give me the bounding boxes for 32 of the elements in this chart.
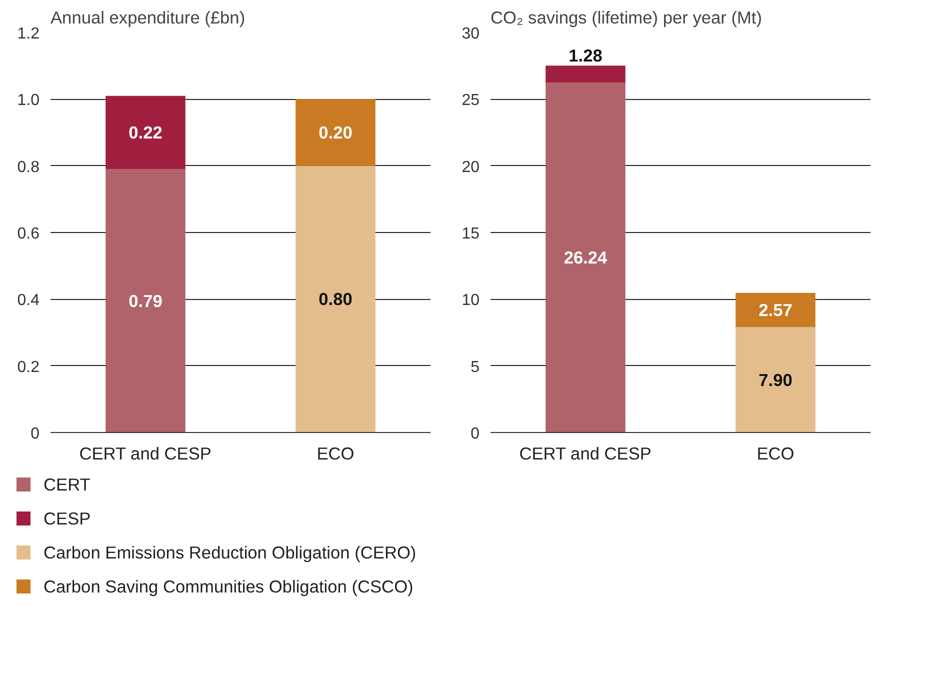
legend-label: Carbon Saving Communities Obligation (CSCO) [44, 576, 414, 596]
data-label: 0.79 [128, 290, 162, 311]
y-axis-title: CO₂ savings (lifetime) per year (Mt) [490, 8, 762, 28]
y-tick-label: 0.4 [17, 292, 40, 310]
y-tick-label: 10 [462, 292, 480, 310]
y-tick-label: 0.6 [17, 226, 40, 242]
x-tick-label: CERT and CESP [519, 444, 652, 464]
data-label: 26.24 [564, 248, 608, 268]
y-tick-label: 0.8 [17, 158, 40, 176]
y-tick-label: 1.2 [17, 26, 40, 42]
y-tick-label: 0 [30, 426, 40, 442]
x-tick-label: ECO [316, 444, 354, 464]
data-label: 2.57 [758, 300, 792, 320]
y-tick-label: 25 [462, 92, 480, 110]
y-tick-label: 0.2 [17, 358, 40, 376]
data-label: 0.20 [318, 122, 352, 142]
y-axis-title: Annual expenditure (£bn) [50, 8, 246, 28]
legend-label: Carbon Emissions Reduction Obligation (CERO) [44, 542, 416, 562]
data-label: 0.22 [128, 122, 162, 142]
x-tick-label: ECO [756, 444, 794, 464]
y-tick-label: 15 [462, 226, 480, 242]
data-label: 0.80 [318, 289, 352, 310]
y-tick-label: 5 [470, 358, 480, 376]
x-tick-label: CERT and CESP [79, 444, 212, 464]
legend-label: CERT [44, 474, 91, 494]
legend-label: CESP [44, 508, 91, 528]
y-tick-label: 30 [462, 26, 480, 42]
data-label: 1.28 [568, 46, 603, 66]
y-tick-label: 20 [462, 158, 480, 176]
y-tick-label: 1.0 [17, 92, 40, 110]
y-tick-label: 0 [470, 426, 480, 442]
data-label: 7.90 [758, 370, 792, 390]
